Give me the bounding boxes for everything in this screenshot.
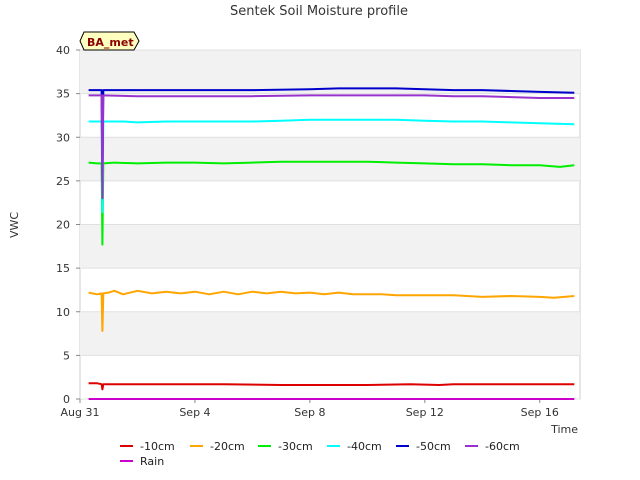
y-axis: 0 5 10 15 20 25 30 35 40 (56, 44, 80, 406)
x-axis-title: Time (550, 423, 578, 436)
y-tick-label: 40 (56, 44, 70, 57)
y-tick-label: 35 (56, 88, 70, 101)
legend: -10cm -20cm -30cm -40cm -50cm -60cm Rain (120, 440, 520, 468)
legend-label: -10cm (140, 440, 175, 453)
x-tick-label: Sep 12 (406, 406, 444, 419)
legend-label: -50cm (416, 440, 451, 453)
series-line-10cm (88, 382, 575, 391)
y-axis-title: VWC (8, 212, 21, 238)
y-tick-label: 15 (56, 262, 70, 275)
x-tick-label: Sep 8 (294, 406, 325, 419)
legend-label: -20cm (210, 440, 245, 453)
legend-label: Rain (140, 455, 164, 468)
x-axis: Aug 31 Sep 4 Sep 8 Sep 12 Sep 16 (61, 399, 559, 419)
y-tick-label: 25 (56, 175, 70, 188)
x-tick-label: Sep 16 (521, 406, 559, 419)
x-tick-label: Sep 4 (179, 406, 210, 419)
badge-shape (79, 31, 140, 51)
chart-title: Sentek Soil Moisture profile (230, 4, 408, 19)
y-tick-label: 10 (56, 306, 70, 319)
y-tick-label: 20 (56, 219, 70, 232)
y-tick-label: 5 (63, 349, 70, 362)
x-tick-label: Aug 31 (61, 406, 100, 419)
y-tick-label: 0 (63, 393, 70, 406)
series-group (88, 87, 575, 400)
grid-bands (80, 49, 580, 400)
series-line-60cm (88, 94, 575, 200)
legend-label: -60cm (485, 440, 520, 453)
series-line-20cm (88, 289, 575, 332)
grid-band (80, 137, 580, 181)
legend-label: -30cm (278, 440, 313, 453)
grid-band (80, 311, 580, 356)
y-tick-label: 30 (56, 131, 70, 144)
grid-band (80, 50, 580, 94)
legend-label: -40cm (347, 440, 382, 453)
grid-band (80, 224, 580, 269)
badge-label: BA_met (87, 36, 134, 49)
station-badge: BA_met (79, 31, 140, 51)
